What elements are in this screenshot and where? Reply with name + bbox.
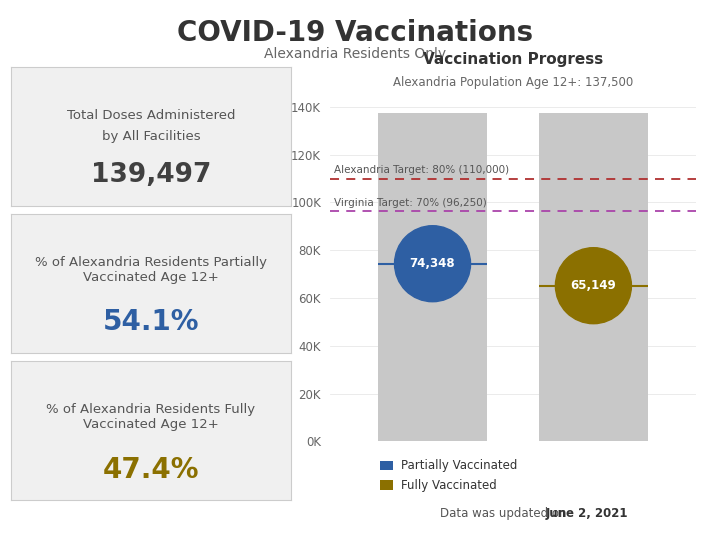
Text: Vaccination Progress: Vaccination Progress — [423, 52, 603, 67]
Text: COVID-19 Vaccinations: COVID-19 Vaccinations — [177, 19, 533, 47]
Bar — [539, 113, 648, 441]
Text: Fully Vaccinated: Fully Vaccinated — [401, 479, 497, 492]
Text: Total Doses Administered: Total Doses Administered — [67, 109, 235, 122]
Text: Virginia Target: 70% (96,250): Virginia Target: 70% (96,250) — [334, 198, 486, 208]
Text: 47.4%: 47.4% — [103, 456, 199, 484]
Text: Data was updated on: Data was updated on — [440, 507, 570, 520]
Text: June 2, 2021: June 2, 2021 — [545, 507, 628, 520]
Text: 74,348: 74,348 — [410, 257, 455, 270]
Ellipse shape — [395, 226, 471, 302]
Text: % of Alexandria Residents Fully
Vaccinated Age 12+: % of Alexandria Residents Fully Vaccinat… — [46, 403, 256, 431]
Text: 54.1%: 54.1% — [103, 309, 199, 337]
Text: 65,149: 65,149 — [571, 279, 616, 292]
Text: Partially Vaccinated: Partially Vaccinated — [401, 459, 518, 472]
Text: Alexandria Population Age 12+: 137,500: Alexandria Population Age 12+: 137,500 — [393, 76, 633, 89]
Text: by All Facilities: by All Facilities — [102, 130, 200, 143]
Text: % of Alexandria Residents Partially
Vaccinated Age 12+: % of Alexandria Residents Partially Vacc… — [35, 256, 267, 284]
Bar — [378, 113, 487, 441]
Text: Alexandria Target: 80% (110,000): Alexandria Target: 80% (110,000) — [334, 165, 509, 175]
Text: Alexandria Residents Only: Alexandria Residents Only — [264, 47, 446, 61]
Ellipse shape — [555, 248, 631, 324]
Text: 139,497: 139,497 — [91, 163, 211, 188]
